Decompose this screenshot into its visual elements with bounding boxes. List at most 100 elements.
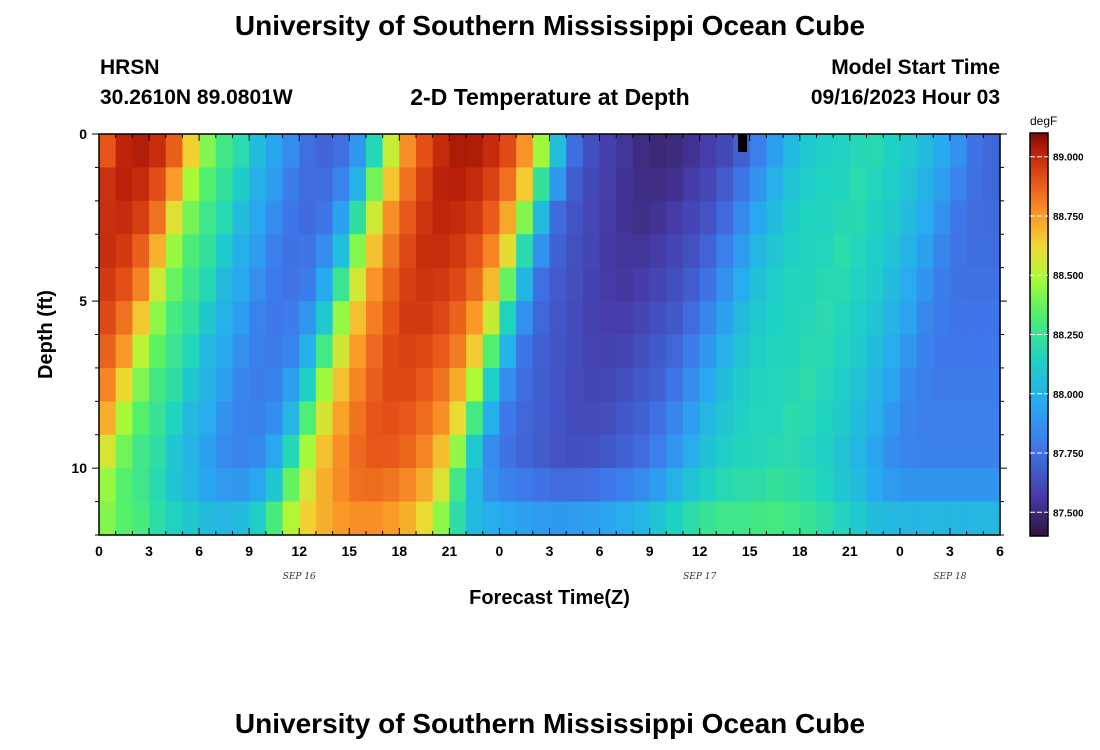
- heatmap-cell: [849, 468, 868, 503]
- heatmap-cell: [365, 167, 384, 202]
- heatmap-cell: [516, 134, 534, 169]
- heatmap-cell: [649, 367, 667, 402]
- heatmap-cell: [99, 167, 117, 202]
- heatmap-cell: [265, 468, 284, 503]
- heatmap-cell: [899, 200, 918, 235]
- heatmap-cell: [249, 401, 267, 436]
- heatmap-cell: [432, 200, 450, 235]
- heatmap-cell: [182, 468, 200, 503]
- heatmap-cell: [265, 434, 284, 469]
- heatmap-cell: [716, 468, 734, 503]
- heatmap-cell: [933, 334, 951, 369]
- heatmap-cell: [699, 367, 717, 402]
- heatmap-cell: [416, 501, 434, 536]
- heatmap-cell: [949, 267, 968, 302]
- x-tick-label: 12: [692, 543, 708, 559]
- heatmap-cell: [816, 367, 834, 402]
- heatmap-cell: [115, 501, 133, 536]
- heatmap-cell: [499, 468, 517, 503]
- heatmap-cell: [299, 434, 317, 469]
- heatmap-cell: [99, 301, 117, 336]
- heatmap-cell: [983, 434, 1001, 469]
- heatmap-cell: [299, 234, 317, 269]
- heatmap-cell: [749, 200, 768, 235]
- heatmap-cell: [349, 401, 367, 436]
- heatmap-cell: [883, 401, 901, 436]
- heatmap-cell: [833, 334, 851, 369]
- heatmap-cell: [332, 134, 350, 169]
- heatmap-cell: [899, 501, 918, 536]
- heatmap-cell: [265, 367, 284, 402]
- heatmap-cell: [582, 301, 601, 336]
- heatmap-cell: [983, 334, 1001, 369]
- heatmap-cell: [616, 301, 634, 336]
- heatmap-cell: [265, 267, 284, 302]
- heatmap-cell: [766, 200, 784, 235]
- heatmap-cell: [616, 468, 634, 503]
- heatmap-cell: [666, 234, 684, 269]
- heatmap-cell: [616, 401, 634, 436]
- heatmap-cell: [132, 334, 150, 369]
- heatmap-cell: [983, 301, 1001, 336]
- heatmap-cell: [582, 134, 601, 169]
- heatmap-cell: [549, 200, 567, 235]
- heatmap-cell: [983, 367, 1001, 402]
- heatmap-cell: [849, 501, 868, 536]
- heatmap-cell: [899, 301, 918, 336]
- heatmap-cell: [232, 167, 250, 202]
- heatmap-cell: [282, 200, 300, 235]
- heatmap-cell: [149, 434, 167, 469]
- heatmap-cell: [315, 267, 334, 302]
- heatmap-cell: [632, 367, 651, 402]
- heatmap-cell: [916, 434, 934, 469]
- heatmap-cell: [349, 167, 367, 202]
- heatmap-cell: [566, 501, 584, 536]
- heatmap-cell: [816, 401, 834, 436]
- heatmap-cell: [783, 200, 801, 235]
- heatmap-cell: [983, 267, 1001, 302]
- heatmap-cell: [365, 401, 384, 436]
- heatmap-cell: [382, 334, 400, 369]
- heatmap-cell: [466, 468, 484, 503]
- heatmap-cell: [349, 334, 367, 369]
- heatmap-cell: [566, 301, 584, 336]
- heatmap-cell: [165, 334, 184, 369]
- heatmap-cell: [849, 334, 868, 369]
- heatmap-cell: [549, 468, 567, 503]
- heatmap-cell: [215, 200, 234, 235]
- heatmap-cell: [616, 334, 634, 369]
- heatmap-cell: [582, 367, 601, 402]
- heatmap-cell: [349, 434, 367, 469]
- heatmap-cell: [432, 334, 450, 369]
- x-axis: 0 3 6 9 12 15 18 21 0 3 6 9 12 15 18 21 0 3 6 SEP 16 SEP 17 S…: [95, 134, 1004, 582]
- heatmap-cell: [399, 468, 417, 503]
- heatmap-cell: [899, 334, 918, 369]
- heatmap-cell: [582, 434, 601, 469]
- heatmap-cell: [416, 434, 434, 469]
- heatmap-cell: [682, 367, 701, 402]
- heatmap-cell: [466, 367, 484, 402]
- heatmap-cell: [265, 234, 284, 269]
- heatmap-cell: [132, 367, 150, 402]
- heatmap-cell: [282, 134, 300, 169]
- heatmap-cell: [282, 434, 300, 469]
- heatmap-cell: [582, 468, 601, 503]
- heatmap-cell: [315, 234, 334, 269]
- heatmap-cell: [849, 167, 868, 202]
- x-date-label: SEP 16: [283, 572, 316, 582]
- heatmap-cell: [516, 468, 534, 503]
- heatmap-cell: [933, 401, 951, 436]
- heatmap-cell: [482, 200, 501, 235]
- x-tick-label: 18: [792, 543, 808, 559]
- heatmap-cell: [649, 501, 667, 536]
- heatmap-cell: [866, 301, 884, 336]
- heatmap-cell: [582, 234, 601, 269]
- heatmap-cell: [349, 134, 367, 169]
- heatmap-cell: [516, 167, 534, 202]
- heatmap-cell: [165, 267, 184, 302]
- heatmap-cell: [816, 334, 834, 369]
- heatmap-cell: [182, 334, 200, 369]
- heatmap-cell: [716, 200, 734, 235]
- heatmap-cell: [299, 167, 317, 202]
- heatmap-cell: [99, 200, 117, 235]
